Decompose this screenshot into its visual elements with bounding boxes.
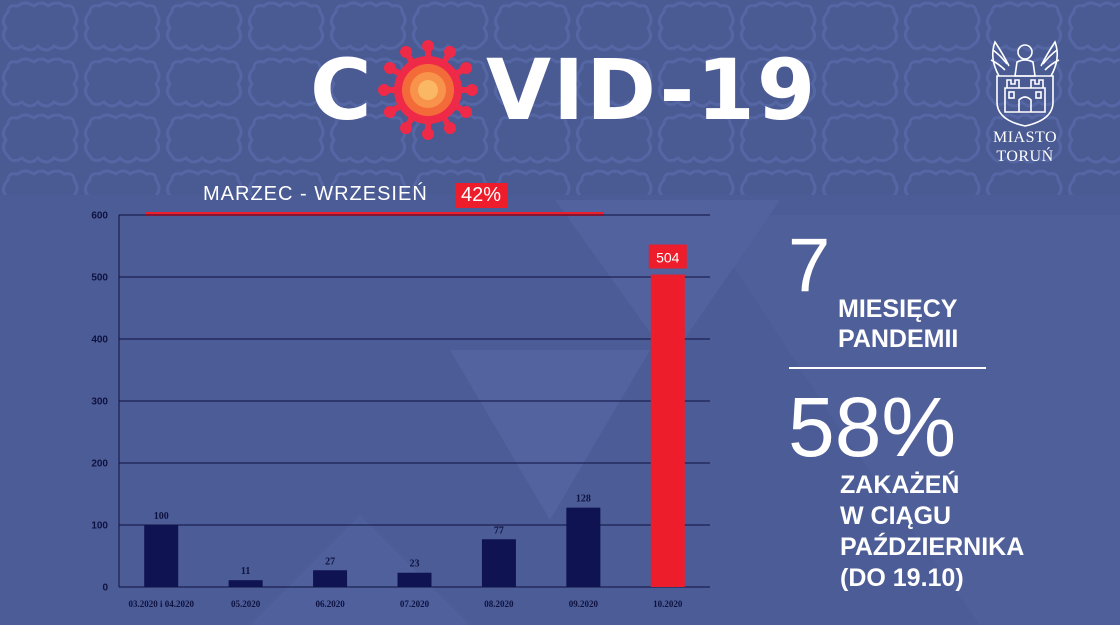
range-label: MARZEC - WRZESIEŃ <box>203 183 428 205</box>
infection-label-line-2: W CIĄGU <box>840 502 952 530</box>
covid-title: C VID-19 <box>310 30 830 150</box>
bar <box>650 274 685 587</box>
bar <box>397 572 432 587</box>
y-tick-label: 300 <box>91 397 108 408</box>
y-tick-label: 400 <box>91 335 108 346</box>
months-number: 7 <box>788 223 831 308</box>
crest-label-line-1: MIASTO <box>992 129 1058 146</box>
title-rest: VID-19 <box>486 41 818 139</box>
months-label-line-1: MIESIĘCY <box>838 295 958 323</box>
x-tick-label: 07.2020 <box>400 599 430 609</box>
y-tick-label: 200 <box>91 459 108 470</box>
infection-label-line-4: (DO 19.10) <box>840 564 964 592</box>
range-percent-badge: 42% <box>455 183 508 208</box>
data-label-badge <box>648 244 687 269</box>
data-label: 27 <box>325 556 335 567</box>
y-tick-label: 100 <box>91 521 108 532</box>
bar <box>144 525 179 587</box>
title-letter-c: C <box>310 41 374 139</box>
y-tick-label: 0 <box>102 583 108 594</box>
y-tick-label: 600 <box>91 211 108 222</box>
x-tick-label: 06.2020 <box>315 599 345 609</box>
infection-label: ZAKAŻEŃ W CIĄGU PAŹDZIERNIKA (DO 19.10) <box>840 470 1024 594</box>
data-label: 128 <box>576 494 591 505</box>
bar <box>313 570 348 587</box>
months-label: MIESIĘCY PANDEMII <box>838 294 958 354</box>
x-tick-label: 08.2020 <box>484 599 514 609</box>
infection-percent: 58% <box>788 380 957 474</box>
virus-icon <box>378 40 478 140</box>
infection-label-line-1: ZAKAŻEŃ <box>840 471 960 499</box>
range-underline <box>145 212 604 216</box>
city-crest-logo <box>990 40 1060 127</box>
x-tick-label: 03.2020 i 04.2020 <box>128 599 194 609</box>
x-tick-label: 10.2020 <box>653 599 683 609</box>
crest-label: MIASTO TORUŃ <box>980 128 1070 166</box>
data-label: 100 <box>154 511 169 522</box>
months-label-line-2: PANDEMII <box>838 325 959 353</box>
x-tick-label: 05.2020 <box>231 599 261 609</box>
bar <box>481 539 516 587</box>
data-label: 77 <box>494 525 504 536</box>
data-label: 11 <box>241 566 250 577</box>
infection-label-line-3: PAŹDZIERNIKA <box>840 533 1025 561</box>
stats-divider <box>789 367 986 369</box>
y-tick-label: 500 <box>91 273 108 284</box>
bar <box>566 507 601 587</box>
data-label: 504 <box>656 250 680 266</box>
crest-label-line-2: TORUŃ <box>996 148 1054 165</box>
bar <box>228 580 263 587</box>
data-label: 23 <box>410 559 420 570</box>
x-tick-label: 09.2020 <box>569 599 599 609</box>
